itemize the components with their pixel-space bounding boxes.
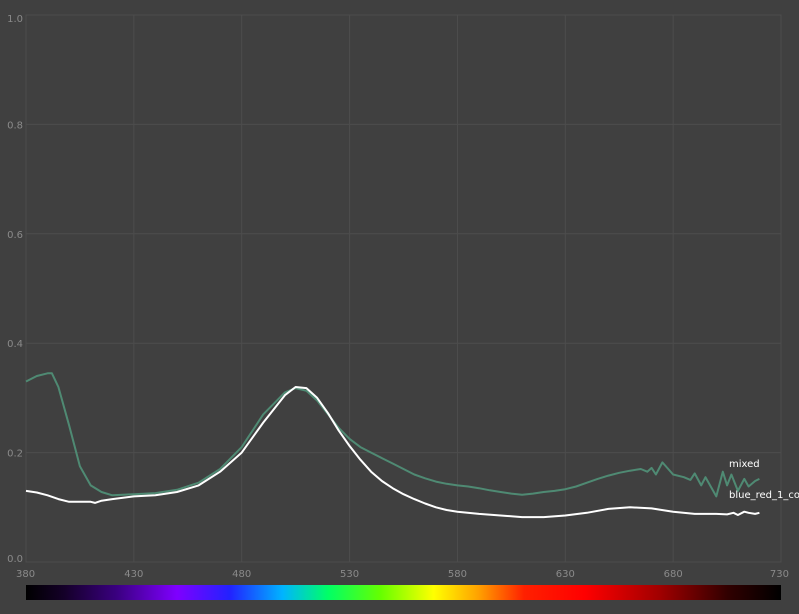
x-tick-label: 580 [448,569,467,580]
x-tick-label: 730 [770,569,789,580]
x-tick-label: 380 [16,569,35,580]
x-tick-label: 530 [340,569,359,580]
plot-border [25,14,782,563]
y-tick-label: 0.8 [7,120,23,131]
series-label-mixed: mixed [729,459,760,470]
spectrum-color-bar [26,585,781,600]
y-tick-label: 0.2 [7,449,23,460]
y-tick-label: 0.0 [7,554,23,565]
y-tick-label: 1.0 [7,14,23,25]
series-line-blue-red-1-co [25,386,760,519]
x-tick-label: 630 [556,569,575,580]
series-label-blue-red-1-co: blue_red_1_co [729,490,799,501]
x-tick-label: 680 [664,569,683,580]
x-tick-label: 430 [124,569,143,580]
y-tick-label: 0.4 [7,339,23,350]
y-tick-label: 0.6 [7,230,23,241]
x-tick-label: 480 [232,569,251,580]
series-line-mixed [25,372,760,498]
